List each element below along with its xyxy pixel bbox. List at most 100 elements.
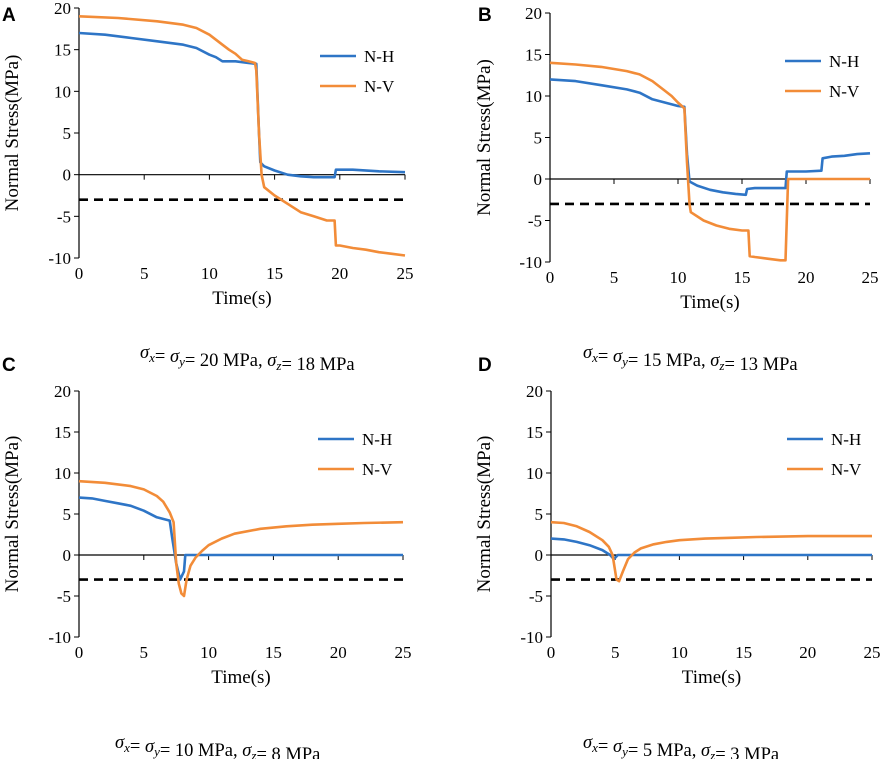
y-tick-label: 5 — [63, 505, 72, 524]
sigma-subscript: z — [275, 358, 281, 373]
legend-label-n-v: N-V — [829, 82, 860, 101]
sigma-subscript: x — [591, 350, 598, 365]
sigma-subscript: y — [152, 744, 160, 759]
y-tick-label: 10 — [54, 464, 71, 483]
x-tick-label: 15 — [265, 643, 282, 662]
y-tick-label: 0 — [63, 546, 72, 565]
chart-panel-c: C -10 -5 0 5 10 15 20 0 5 10 15 20 25 N-H N-V Time(s) Nor… — [2, 355, 412, 759]
x-tick-label: 5 — [610, 268, 619, 287]
legend-label-n-h: N-H — [829, 52, 859, 71]
x-tick-label: 15 — [735, 643, 752, 662]
sigma-symbol: σ — [710, 351, 720, 371]
x-axis-title: Time(s) — [212, 288, 271, 309]
legend-label-n-h: N-H — [362, 430, 392, 449]
sigma-subscript: y — [620, 744, 628, 759]
legend-label-n-h: N-H — [831, 430, 861, 449]
y-tick-label: 10 — [54, 82, 71, 101]
x-tick-label: 25 — [864, 643, 881, 662]
x-tick-label: 20 — [798, 268, 815, 287]
sigma-symbol: σ — [583, 733, 593, 753]
y-tick-label: -5 — [57, 207, 71, 226]
caption-horizontal-stress: = 15 MPa, — [628, 351, 710, 371]
x-tick-label: 25 — [395, 643, 412, 662]
y-tick-label: 5 — [63, 124, 72, 143]
x-tick-label: 10 — [670, 268, 687, 287]
y-axis-title: Normal Stress(MPa) — [474, 436, 495, 593]
y-tick-label: -10 — [519, 253, 542, 272]
series-line-n-v — [550, 520, 872, 583]
stress-caption: σx= σy= 15 MPa, σz= 13 MPa — [583, 343, 798, 375]
x-tick-label: 15 — [734, 268, 751, 287]
x-tick-label: 15 — [266, 264, 283, 283]
x-tick-label: 20 — [331, 264, 348, 283]
sigma-symbol: σ — [140, 343, 150, 363]
y-tick-label: -10 — [48, 628, 71, 647]
sigma-subscript: y — [177, 354, 185, 369]
y-axis-title: Normal Stress(MPa) — [2, 55, 23, 212]
legend-label-n-v: N-V — [362, 460, 393, 479]
x-axis-title: Time(s) — [680, 292, 739, 313]
y-tick-label: 20 — [525, 4, 542, 23]
x-tick-label: 10 — [201, 264, 218, 283]
x-axis-title: Time(s) — [682, 667, 741, 688]
y-tick-label: 5 — [535, 505, 544, 524]
x-tick-label: 25 — [862, 268, 879, 287]
legend-label-n-h: N-H — [364, 47, 394, 66]
y-tick-label: 20 — [54, 382, 71, 401]
sigma-symbol: σ — [613, 347, 623, 367]
y-tick-label: 15 — [525, 46, 542, 65]
x-tick-label: 0 — [546, 268, 555, 287]
series-line-n-v — [78, 479, 404, 598]
y-tick-label: -5 — [529, 587, 543, 606]
series-line-n-v — [78, 15, 406, 257]
chart-panel-b: B -10 -5 0 5 10 15 20 0 5 10 15 20 25 N-H N-V Time(s) Nor… — [474, 4, 879, 375]
sigma-symbol: σ — [145, 737, 155, 757]
sigma-subscript: x — [123, 740, 130, 755]
x-tick-label: 0 — [75, 643, 84, 662]
y-tick-label: 0 — [534, 170, 543, 189]
x-tick-label: 5 — [140, 264, 149, 283]
y-tick-label: 20 — [526, 382, 543, 401]
sigma-symbol: σ — [267, 351, 277, 371]
sigma-subscript: x — [591, 740, 598, 755]
panel-letter: D — [478, 355, 492, 376]
stress-caption: σx= σy= 10 MPa, σz= 8 MPa — [115, 733, 320, 759]
x-tick-label: 10 — [200, 643, 217, 662]
sigma-symbol: σ — [583, 343, 593, 363]
y-tick-label: 0 — [535, 546, 544, 565]
caption-horizontal-stress: = 20 MPa, — [185, 351, 267, 371]
sigma-symbol: σ — [613, 737, 623, 757]
sigma-subscript: z — [709, 748, 715, 759]
x-tick-label: 5 — [611, 643, 620, 662]
y-tick-label: 15 — [54, 41, 71, 60]
sigma-subscript: x — [148, 350, 155, 365]
series-line-n-h — [550, 537, 872, 561]
y-tick-label: 20 — [54, 0, 71, 18]
x-axis-title: Time(s) — [211, 667, 270, 688]
x-tick-label: 20 — [330, 643, 347, 662]
legend-label-n-v: N-V — [364, 77, 395, 96]
sigma-subscript: z — [250, 748, 256, 759]
y-tick-label: -10 — [520, 628, 543, 647]
y-tick-label: -10 — [48, 249, 71, 268]
y-tick-label: -5 — [528, 212, 542, 231]
caption-vertical-stress: = 18 MPa — [281, 355, 354, 375]
y-tick-label: 10 — [526, 464, 543, 483]
caption-equals: = — [598, 737, 613, 757]
series-line-n-h — [78, 496, 403, 581]
panel-letter: B — [478, 5, 492, 26]
caption-vertical-stress: = 13 MPa — [724, 355, 797, 375]
caption-horizontal-stress: = 5 MPa, — [628, 741, 701, 759]
y-axis-title: Normal Stress(MPa) — [474, 59, 495, 216]
y-tick-label: 10 — [525, 87, 542, 106]
panel-letter: A — [2, 5, 16, 26]
stress-caption: σx= σy= 20 MPa, σz= 18 MPa — [140, 343, 355, 375]
legend-label-n-v: N-V — [831, 460, 862, 479]
caption-equals: = — [155, 347, 170, 367]
caption-equals: = — [598, 347, 613, 367]
sigma-symbol: σ — [701, 741, 711, 759]
stress-caption: σx= σy= 5 MPa, σz= 3 MPa — [583, 733, 779, 759]
caption-equals: = — [130, 737, 145, 757]
x-tick-label: 5 — [140, 643, 149, 662]
